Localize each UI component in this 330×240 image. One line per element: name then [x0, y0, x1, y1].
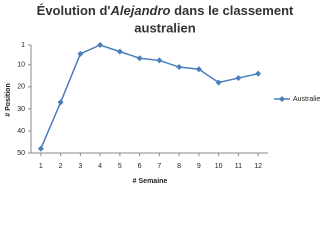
x-tick-label: 1	[39, 163, 43, 170]
title-part: Évolution d'	[37, 3, 111, 18]
legend-label: Australie	[293, 96, 320, 103]
x-tick-label: 4	[98, 163, 102, 170]
x-axis-label: # Semaine	[133, 178, 168, 185]
series-line	[40, 44, 259, 149]
y-tick-label: 1	[21, 42, 25, 49]
data-point	[37, 145, 44, 152]
y-tick-label: 40	[17, 128, 25, 135]
title-part: Alejandro	[110, 3, 171, 18]
x-tick-label: 7	[157, 163, 161, 170]
y-tick-label: 30	[17, 106, 25, 113]
x-tick-label: 2	[59, 163, 63, 170]
data-point	[136, 55, 143, 62]
y-axis-label: # Position	[5, 83, 12, 116]
x-tick-label: 12	[254, 163, 262, 170]
legend-marker	[279, 96, 285, 102]
data-point	[215, 79, 222, 86]
title-part: dans le classement	[171, 3, 295, 18]
data-point	[97, 42, 104, 48]
data-point	[195, 66, 202, 73]
data-point	[57, 99, 64, 106]
chart-title: australien	[134, 20, 195, 35]
chart: Évolution d'Alejandro dans le classement…	[5, 3, 320, 185]
data-point	[116, 48, 123, 55]
x-tick-label: 9	[197, 163, 201, 170]
y-tick-label: 10	[17, 62, 25, 69]
x-tick-label: 10	[215, 163, 223, 170]
data-point	[235, 75, 242, 82]
x-tick-label: 3	[78, 163, 82, 170]
x-tick-label: 11	[235, 163, 242, 170]
chart-title: Évolution d'Alejandro dans le classement	[37, 3, 294, 18]
data-point	[176, 64, 183, 71]
y-tick-label: 20	[17, 84, 25, 91]
x-tick-label: 5	[118, 163, 122, 170]
x-tick-label: 8	[177, 163, 181, 170]
data-point	[77, 50, 84, 57]
page: Évolution d'Alejandro dans le classement…	[4, 3, 321, 185]
x-tick-label: 6	[138, 163, 142, 170]
y-tick-label: 50	[17, 150, 25, 157]
data-point	[156, 57, 163, 64]
data-point	[255, 70, 262, 77]
